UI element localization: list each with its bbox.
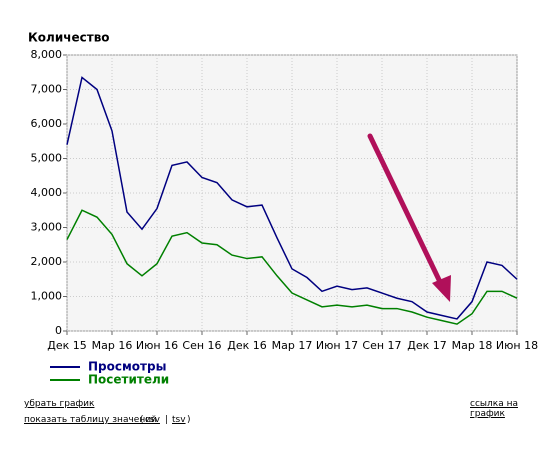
csv-link[interactable]: csv bbox=[145, 415, 160, 425]
series-line bbox=[66, 76, 518, 320]
tsv-link[interactable]: tsv bbox=[172, 415, 186, 425]
y-axis-label: Количество bbox=[28, 31, 110, 45]
x-tick-label: Мар 17 bbox=[272, 339, 313, 352]
x-tick-label: Дек 16 bbox=[227, 339, 267, 352]
annotation-arrow bbox=[367, 133, 451, 302]
legend-label: Просмотры bbox=[88, 360, 166, 374]
paren: ) bbox=[187, 415, 191, 425]
y-tick-label: 4,000 bbox=[31, 186, 63, 199]
x-tick-label: Июн 17 bbox=[316, 339, 358, 352]
permalink[interactable]: ссылка на график bbox=[470, 399, 518, 419]
x-tick-label: Сен 17 bbox=[362, 339, 401, 352]
y-tick-label: 1,000 bbox=[31, 290, 63, 303]
x-tick-label: Дек 15 bbox=[47, 339, 87, 352]
table-link[interactable]: показать таблицу значений bbox=[24, 415, 157, 425]
paren: ( bbox=[140, 415, 144, 425]
y-tick-label: 8,000 bbox=[31, 48, 63, 61]
y-tick-label: 0 bbox=[55, 324, 62, 337]
y-tick-label: 6,000 bbox=[31, 117, 63, 130]
x-tick-label: Мар 16 bbox=[92, 339, 133, 352]
x-tick-label: Сен 16 bbox=[182, 339, 221, 352]
separator: | bbox=[165, 415, 169, 425]
x-tick-label: Дек 17 bbox=[407, 339, 447, 352]
remove-link[interactable]: убрать график bbox=[24, 399, 95, 409]
legend-label: Посетители bbox=[88, 373, 169, 387]
y-tick-label: 7,000 bbox=[31, 83, 63, 96]
series-line bbox=[66, 209, 518, 325]
y-tick-label: 5,000 bbox=[31, 152, 63, 165]
y-tick-label: 3,000 bbox=[31, 221, 63, 234]
y-tick-label: 2,000 bbox=[31, 255, 63, 268]
x-tick-label: Мар 18 bbox=[452, 339, 493, 352]
x-tick-label: Июн 18 bbox=[496, 339, 538, 352]
chart: Количество 0 1,000 2,000 3,000 4,000 5,000 6,0… bbox=[28, 31, 539, 387]
plot: 0 1,000 2,000 3,000 4,000 5,000 6,000 7,000 8,00… bbox=[31, 48, 539, 352]
x-tick-label: Июн 16 bbox=[136, 339, 178, 352]
